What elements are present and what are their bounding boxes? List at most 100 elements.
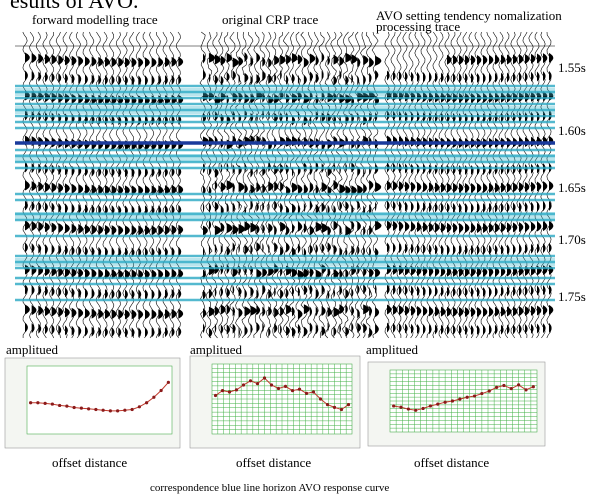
trace — [62, 31, 68, 339]
wiggle-lobe — [262, 183, 266, 194]
trace — [306, 31, 314, 339]
wiggle-lobe — [447, 72, 450, 83]
wiggle-lobe — [214, 323, 217, 334]
wiggle-lobe — [333, 288, 336, 299]
wiggle-lobe — [238, 286, 242, 297]
wiggle-lobe — [226, 304, 231, 315]
x-label: offset distance — [414, 455, 490, 470]
wiggle-lobe — [459, 244, 462, 255]
wiggle-lobe — [435, 222, 440, 233]
wiggle-lobe — [375, 324, 379, 335]
wiggle-lobe — [220, 264, 224, 275]
wiggle-lobe — [405, 71, 408, 82]
wiggle-lobe — [98, 268, 104, 279]
wiggle-lobe — [471, 55, 476, 65]
wiggle-lobe — [459, 72, 462, 83]
wiggle-lobe — [441, 244, 444, 255]
avo-point — [450, 399, 455, 403]
avo-point — [255, 382, 260, 386]
wiggle-lobe — [214, 305, 220, 316]
avo-point — [509, 387, 513, 391]
wiggle-lobe — [537, 285, 540, 296]
wiggle-lobe — [501, 164, 504, 175]
seismic-panel — [384, 31, 554, 339]
wiggle-lobe — [465, 306, 470, 317]
wiggle-lobe — [31, 181, 37, 192]
trace — [462, 31, 468, 339]
wiggle-lobe — [513, 72, 516, 83]
wiggle-lobe — [369, 72, 372, 83]
wiggle-lobe — [327, 322, 330, 333]
trace — [468, 31, 474, 339]
wiggle-lobe — [531, 323, 534, 334]
time-label: 1.60s — [558, 123, 586, 138]
wiggle-lobe — [507, 324, 510, 335]
wiggle-lobe — [98, 204, 102, 215]
wiggle-lobe — [214, 287, 217, 298]
trace — [109, 31, 115, 339]
wiggle-lobe — [58, 54, 64, 65]
wiggle-lobe — [58, 324, 62, 335]
avo-point — [213, 393, 218, 398]
wiggle-lobe — [138, 167, 142, 178]
wiggle-lobe — [91, 74, 95, 85]
wiggle-lobe — [471, 307, 476, 317]
wiggle-lobe — [151, 225, 157, 236]
wiggle-lobe — [158, 269, 164, 280]
wiggle-lobe — [417, 201, 420, 212]
wiggle-lobe — [333, 75, 337, 86]
wiggle-lobe — [525, 71, 528, 82]
wiggle-lobe — [145, 167, 148, 178]
wiggle-lobe — [387, 180, 392, 191]
wiggle-lobe — [321, 70, 324, 81]
trace — [102, 31, 108, 339]
wiggle-lobe — [315, 244, 318, 255]
wiggle-lobe — [125, 327, 128, 338]
wiggle-lobe — [226, 223, 233, 234]
trace — [223, 31, 231, 339]
wiggle-lobe — [501, 72, 504, 83]
wiggle-lobe — [459, 164, 462, 175]
wiggle-lobe — [214, 225, 222, 236]
wiggle-lobe — [78, 268, 84, 279]
wiggle-lobe — [111, 57, 117, 68]
wiggle-lobe — [105, 225, 110, 235]
wiggle-lobe — [105, 247, 108, 257]
wiggle-lobe — [465, 202, 468, 213]
wiggle-lobe — [453, 306, 458, 317]
wiggle-lobe — [369, 306, 372, 317]
wiggle-lobe — [489, 244, 492, 255]
wiggle-lobe — [423, 286, 426, 297]
wiggle-lobe — [262, 56, 266, 67]
wiggle-lobe — [423, 222, 428, 233]
avo-point — [290, 389, 295, 393]
wiggle-lobe — [31, 201, 35, 212]
wiggle-lobe — [232, 242, 236, 253]
wiggle-lobe — [399, 305, 404, 316]
wiggle-lobe — [220, 55, 226, 66]
wiggle-lobe — [357, 322, 361, 333]
wiggle-lobe — [309, 284, 313, 295]
trace — [162, 31, 168, 338]
avo-point — [472, 394, 477, 398]
wiggle-lobe — [250, 305, 257, 316]
wiggle-lobe — [262, 201, 265, 212]
wiggle-lobe — [65, 203, 68, 214]
wiggle-lobe — [333, 307, 340, 318]
time-label: 1.65s — [558, 180, 586, 195]
wiggle-lobe — [519, 182, 524, 193]
wiggle-lobe — [98, 326, 102, 337]
wiggle-lobe — [226, 287, 230, 298]
wiggle-lobe — [131, 327, 135, 338]
wiggle-lobe — [351, 73, 354, 84]
trace — [229, 31, 237, 339]
wiggle-lobe — [85, 288, 88, 299]
wiggle-lobe — [549, 200, 552, 211]
wiggle-lobe — [525, 201, 528, 212]
wiggle-lobe — [244, 52, 248, 63]
wiggle-lobe — [477, 222, 482, 233]
wiggle-lobe — [111, 75, 115, 86]
wiggle-lobe — [38, 201, 42, 212]
wiggle-lobe — [495, 54, 500, 65]
